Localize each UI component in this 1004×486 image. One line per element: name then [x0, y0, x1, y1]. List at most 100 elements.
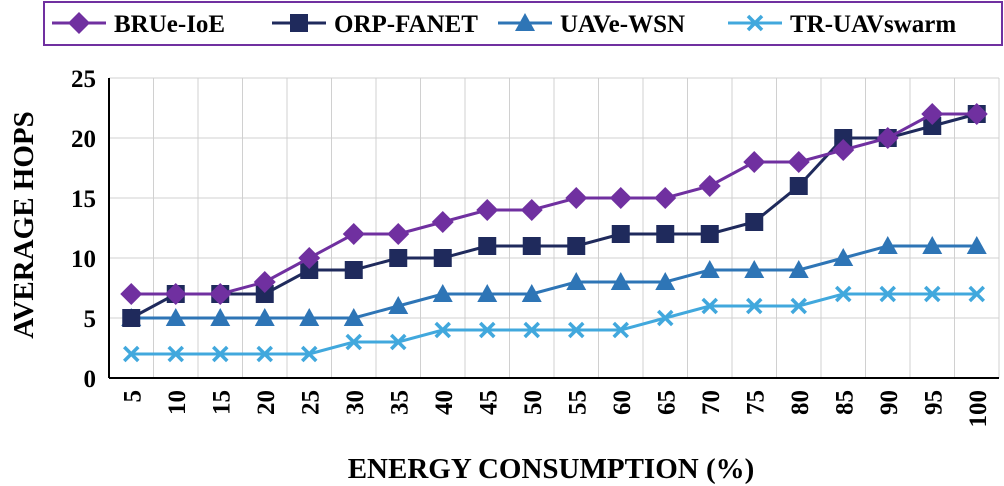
data-point [476, 199, 499, 221]
data-point [921, 103, 944, 125]
legend-entry-tr-uavswarm: TR-UAVswarm [728, 11, 956, 38]
x-tick-label: 50 [520, 390, 547, 415]
data-point [566, 272, 587, 290]
x-tick-label: 45 [475, 390, 502, 415]
data-point [565, 187, 588, 209]
data-point [745, 213, 764, 231]
x-tick-label: 60 [609, 390, 636, 415]
data-point [699, 260, 720, 278]
x-tick-label: 20 [253, 390, 280, 415]
data-point [123, 345, 140, 363]
data-point [700, 225, 719, 243]
data-point [922, 236, 943, 254]
legend-entry-brue-ioe: BRUe-IoE [52, 11, 225, 38]
x-tick-label: 65 [653, 390, 680, 415]
data-point [656, 225, 675, 243]
x-tick-label: 70 [698, 390, 725, 415]
legend-marker [68, 12, 90, 34]
x-axis-ticks: 5 10 15 20 25 30 35 40 45 50 55 60 65 70 75 80 85 90 95 100 [119, 390, 992, 428]
data-point [966, 236, 987, 254]
series-line [131, 244, 977, 320]
y-axis-label: AVERAGE HOPS [8, 111, 40, 338]
series-layer [120, 103, 988, 363]
x-tick-label: 100 [965, 390, 992, 428]
data-point [876, 127, 899, 149]
legend-label: UAVe-WSN [560, 11, 685, 38]
data-point [434, 321, 451, 339]
data-point [877, 236, 898, 254]
data-point [611, 225, 630, 243]
legend: BRUe-IoE ORP-FANET UAVe-WSN TR-UAVswarm [43, 1, 1003, 46]
data-point [253, 271, 276, 293]
data-point [209, 283, 232, 305]
data-point [256, 345, 273, 363]
data-point [431, 211, 454, 233]
data-point [300, 261, 319, 279]
data-point [968, 285, 985, 303]
data-point [790, 297, 807, 315]
data-point [432, 284, 453, 302]
data-point [387, 223, 410, 245]
y-axis-ticks: 0 5 10 15 20 25 [71, 66, 96, 393]
data-point [609, 187, 632, 209]
data-point [254, 308, 275, 326]
data-point [389, 249, 408, 267]
data-point [299, 308, 320, 326]
data-point [788, 260, 809, 278]
series-tr-uavswarm [123, 285, 985, 363]
legend-label: TR-UAVswarm [790, 11, 956, 38]
data-point [388, 296, 409, 314]
x-tick-label: 40 [431, 390, 458, 415]
data-point [390, 333, 407, 351]
series-brue-ioe [120, 103, 988, 305]
data-point [212, 345, 229, 363]
x-tick-label: 30 [342, 390, 369, 415]
data-point [520, 199, 543, 221]
legend-marker [515, 13, 535, 31]
data-point [657, 309, 674, 327]
x-tick-label: 35 [386, 390, 413, 415]
series-line [131, 292, 977, 356]
data-point [744, 260, 765, 278]
data-point [433, 249, 452, 267]
data-point [164, 283, 187, 305]
data-point [789, 177, 808, 195]
y-tick-label: 0 [84, 366, 97, 393]
data-point [743, 151, 766, 173]
legend-label: BRUe-IoE [114, 11, 225, 38]
data-point [165, 308, 186, 326]
y-tick-label: 20 [71, 126, 96, 153]
data-point [122, 309, 141, 327]
data-point [655, 272, 676, 290]
data-point [612, 321, 629, 339]
x-tick-label: 95 [920, 390, 947, 415]
x-axis-label: ENERGY CONSUMPTION (%) [348, 453, 755, 485]
data-point [523, 321, 540, 339]
data-point [343, 308, 364, 326]
legend-marker [746, 14, 764, 32]
data-point [835, 285, 852, 303]
plot-grid [108, 77, 1000, 379]
data-point [568, 321, 585, 339]
data-point [120, 283, 143, 305]
data-point [698, 175, 721, 197]
data-point [522, 237, 541, 255]
x-tick-label: 55 [564, 390, 591, 415]
data-point [301, 345, 318, 363]
data-point [567, 237, 586, 255]
x-tick-label: 25 [297, 390, 324, 415]
legend-entry-uave-wsn: UAVe-WSN [498, 11, 685, 38]
data-point [478, 237, 497, 255]
y-tick-label: 15 [71, 186, 96, 213]
x-tick-label: 75 [742, 390, 769, 415]
data-point [879, 285, 896, 303]
data-point [342, 223, 365, 245]
x-tick-label: 10 [164, 390, 191, 415]
data-point [298, 247, 321, 269]
legend-marker [290, 14, 308, 32]
data-point [834, 129, 853, 147]
x-tick-label: 5 [119, 390, 146, 403]
data-point [521, 284, 542, 302]
data-point [832, 139, 855, 161]
